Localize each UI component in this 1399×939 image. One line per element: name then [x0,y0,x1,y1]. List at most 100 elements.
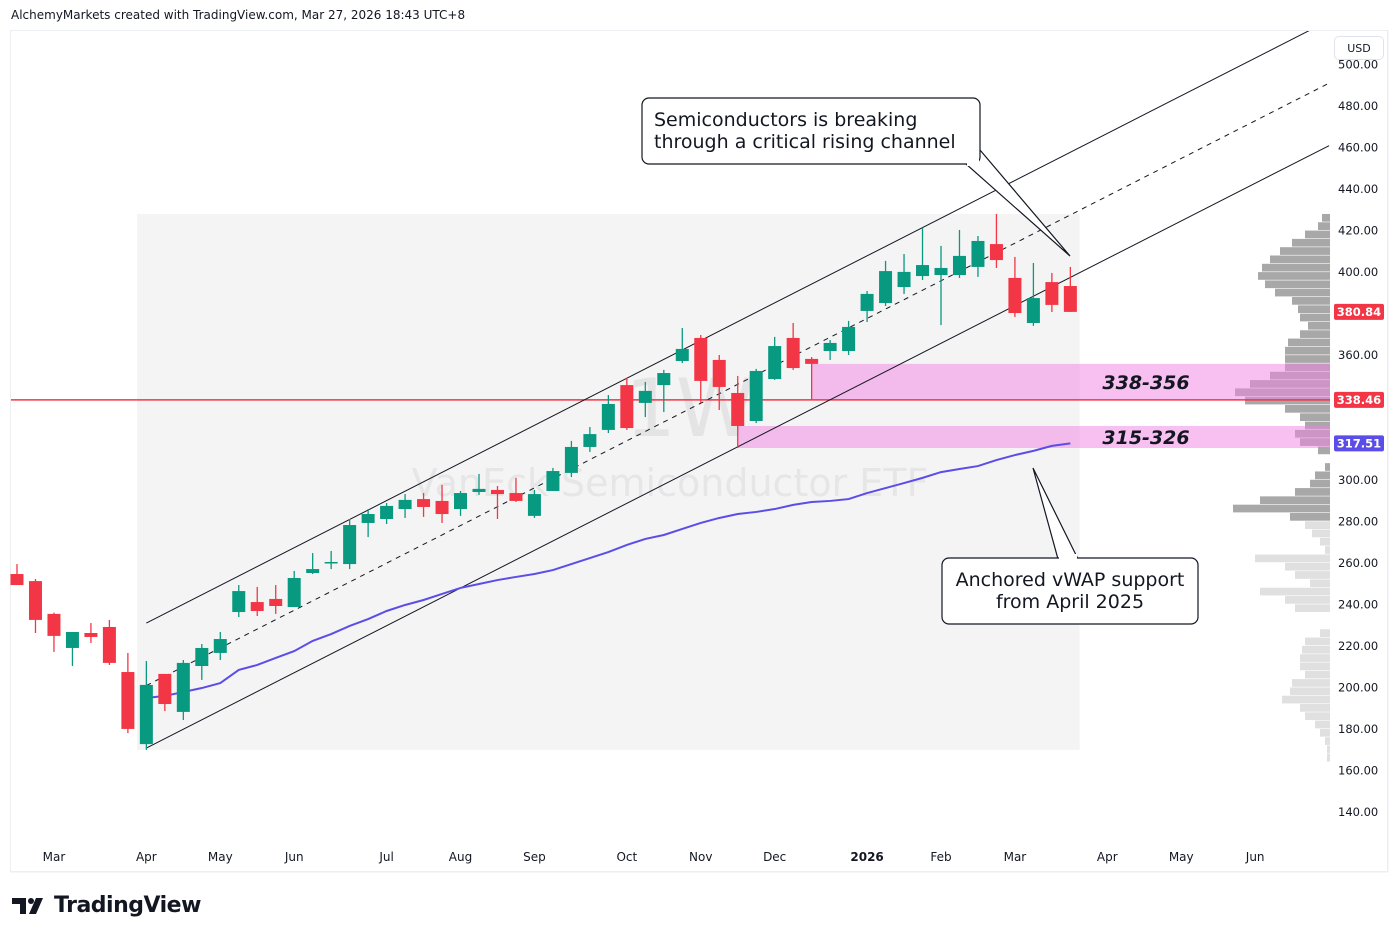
time-axis-label: Mar [43,850,66,864]
candle-down [102,626,116,663]
volume-profile-bar [1290,687,1330,696]
price-axis-tick: 180.00 [1338,722,1378,736]
candle-up [749,370,763,421]
time-axis-label: Dec [763,850,786,864]
channel-upper-line [146,31,1310,624]
support-zone [811,363,1330,401]
time-axis-label: Aug [449,850,472,864]
candle-down [1045,282,1059,305]
volume-profile-bar [1300,413,1330,422]
volume-profile-bar [1325,463,1330,471]
price-axis-tick: 240.00 [1338,597,1378,611]
time-axis-label: Oct [616,850,637,864]
price-axis-tick: 160.00 [1338,763,1378,777]
volume-profile-bar [1285,355,1330,363]
time-axis-label: Jun [1245,850,1265,864]
volume-profile-bar [1233,504,1330,513]
candle-up [195,647,209,667]
volume-profile-bar [1320,728,1330,737]
price-axis-tick: 140.00 [1338,805,1378,819]
price-label: 338.46 [1337,393,1381,407]
candle-up [768,346,782,380]
volume-profile-bar [1305,670,1330,679]
candle-up [897,271,911,288]
support-zone-label: 338-356 [1102,372,1189,394]
price-axis-tick: 440.00 [1338,182,1378,196]
price-axis-tick: 220.00 [1338,639,1378,653]
time-axis-label: Jul [378,850,393,864]
candle-up [176,662,190,712]
candle-up [213,639,227,653]
candle-up [823,342,837,352]
price-axis-tick: 360.00 [1338,348,1378,362]
candle-up [287,577,301,608]
volume-profile-bar [1300,313,1330,322]
volume-profile-bar [1318,222,1330,230]
candle-down [417,499,431,507]
attribution-header: AlchemyMarkets created with TradingView.… [11,8,466,22]
candle-down [269,598,283,607]
candle-up [934,267,948,276]
volume-profile-bar [1327,745,1330,754]
price-axis-tick: 300.00 [1338,473,1378,487]
candle-up [916,265,930,277]
time-axis-label: Nov [689,850,712,864]
price-label: 317.51 [1337,436,1381,450]
candle-down [158,673,172,705]
time-axis-label: 2026 [850,850,883,864]
candle-down [712,359,726,387]
candle-up [842,326,856,352]
time-axis-label: Jun [284,850,304,864]
candle-up [306,569,320,573]
callout-joint [967,158,979,166]
callout-text: Semiconductors is breaking [654,109,917,131]
volume-profile-bar [1285,562,1330,571]
candle-up [879,271,893,304]
volume-profile-bar [1315,720,1330,729]
volume-profile-bar [1320,537,1330,546]
volume-profile-bar [1300,330,1330,338]
candle-up [324,561,338,564]
candle-down [490,489,504,495]
candle-up [65,631,79,648]
tradingview-logo[interactable]: TradingView [12,893,201,918]
candle-up [657,373,671,386]
volume-profile-bar [1292,238,1330,247]
volume-profile-bar [1282,695,1330,704]
candle-down [250,602,264,611]
callout-box [641,97,981,165]
candle-down [84,633,98,637]
candle-up [583,434,597,447]
volume-profile-bar [1260,587,1330,596]
price-label-badge [1334,303,1384,320]
time-axis-label: Sep [523,850,546,864]
candle-up [564,446,578,473]
candle-down [805,358,819,364]
candle-down [435,500,449,515]
volume-profile-bar [1285,596,1330,604]
volume-profile-bar [1295,571,1330,579]
candle-down [509,493,523,501]
currency-button[interactable]: USD [1334,36,1384,60]
volume-profile-bar [1305,230,1330,239]
price-axis-tick: 460.00 [1338,141,1378,155]
volume-profile-bar [1318,446,1330,455]
price-axis-tick: 260.00 [1338,556,1378,570]
time-axis-label: Feb [930,850,951,864]
volume-profile-bar [1260,496,1330,505]
price-axis-tick: 200.00 [1338,680,1378,694]
tradingview-logo-icon [12,897,43,914]
date-price-range-box [137,213,1080,750]
candle-up [398,499,412,510]
support-zone-label: 315-326 [1102,427,1189,449]
volume-profile-bar [1327,753,1330,762]
price-label-badge [1334,391,1384,408]
candle-down [47,613,61,636]
price-axis-tick: 420.00 [1338,224,1378,238]
callout-text: from April 2025 [996,591,1144,613]
volume-profile-bar [1300,704,1330,712]
callout-text: Anchored vWAP support [956,569,1185,591]
price-axis-tick: 280.00 [1338,514,1378,528]
price-axis-tick: 480.00 [1338,99,1378,113]
